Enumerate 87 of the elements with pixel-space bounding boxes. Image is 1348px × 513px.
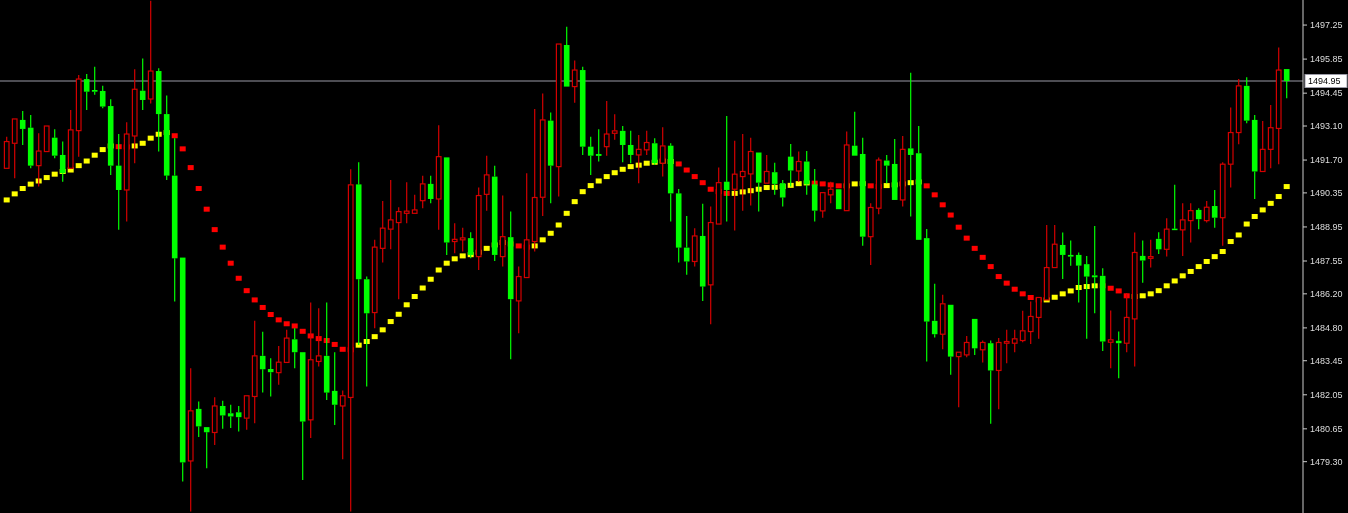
point (963, 235, 970, 241)
y-tick-label: 1488.95 (1310, 222, 1343, 233)
point (675, 161, 682, 167)
point (1019, 291, 1026, 297)
point (187, 165, 194, 171)
candlestick (1259, 120, 1266, 173)
point (1027, 294, 1034, 300)
point (987, 264, 994, 270)
point (211, 227, 218, 233)
y-tick-label: 1495.85 (1310, 54, 1343, 65)
point (955, 224, 962, 230)
candlestick (187, 367, 194, 513)
point (995, 274, 1002, 280)
candlestick (435, 124, 442, 231)
candlestick (1227, 106, 1234, 189)
point (931, 192, 938, 198)
candlestick (1275, 46, 1282, 165)
point (515, 243, 522, 249)
candlestick (1219, 161, 1226, 247)
point (219, 244, 226, 250)
candlestick (555, 43, 562, 198)
point (235, 275, 242, 281)
candlestick (835, 189, 842, 210)
y-tick-label: 1491.70 (1310, 155, 1343, 166)
y-tick-label: 1484.80 (1310, 323, 1343, 334)
y-tick-label: 1480.65 (1310, 423, 1343, 434)
point (243, 288, 250, 294)
y-tick-label: 1482.05 (1310, 389, 1343, 400)
point (251, 297, 258, 303)
point (283, 321, 290, 327)
candlestick (11, 118, 18, 179)
point (171, 133, 178, 139)
ref-line-label: 1494.95 (1308, 76, 1341, 87)
point (1115, 288, 1122, 294)
candlestick (299, 352, 306, 481)
point (939, 202, 946, 208)
point (923, 183, 930, 189)
point (867, 183, 874, 189)
candlestick (259, 331, 266, 394)
y-tick-label: 1483.45 (1310, 355, 1343, 366)
point (1107, 285, 1114, 291)
candlestick (43, 125, 50, 153)
point (819, 181, 826, 187)
point (699, 180, 706, 186)
candlestick (1267, 104, 1274, 169)
point (267, 312, 274, 318)
point (707, 186, 714, 192)
candlestick (387, 179, 394, 250)
candlestick (179, 257, 186, 482)
candlestick (851, 111, 858, 156)
candlestick (547, 111, 554, 204)
point (339, 346, 346, 352)
point (683, 167, 690, 173)
point (179, 146, 186, 152)
point (947, 212, 954, 218)
y-tick-label: 1497.25 (1310, 20, 1343, 31)
candlestick (947, 304, 954, 376)
point (275, 317, 282, 323)
y-tick-label: 1486.20 (1310, 288, 1343, 299)
candlestick (1107, 310, 1114, 369)
y-tick-label: 1493.10 (1310, 121, 1343, 132)
candlestick (251, 320, 258, 424)
candlestick (539, 92, 546, 217)
candlestick (931, 283, 938, 339)
point (971, 245, 978, 251)
candlestick (203, 427, 210, 469)
candlestick (563, 26, 570, 87)
point (195, 186, 202, 192)
candlestick (1051, 224, 1058, 269)
point (979, 254, 986, 260)
candlestick (955, 351, 962, 408)
point (1011, 286, 1018, 292)
point (835, 183, 842, 189)
point (203, 206, 210, 212)
point (331, 341, 338, 347)
point (299, 328, 306, 334)
y-tick-label: 1487.55 (1310, 256, 1343, 267)
y-tick-label: 1490.35 (1310, 188, 1343, 199)
candlestick (331, 351, 338, 426)
point (259, 304, 266, 310)
point (1003, 280, 1010, 286)
y-tick-label: 1494.45 (1310, 88, 1343, 99)
y-tick-label: 1479.30 (1310, 456, 1343, 467)
point (291, 323, 298, 329)
candlestick (355, 161, 362, 346)
point (227, 260, 234, 266)
point (691, 174, 698, 180)
